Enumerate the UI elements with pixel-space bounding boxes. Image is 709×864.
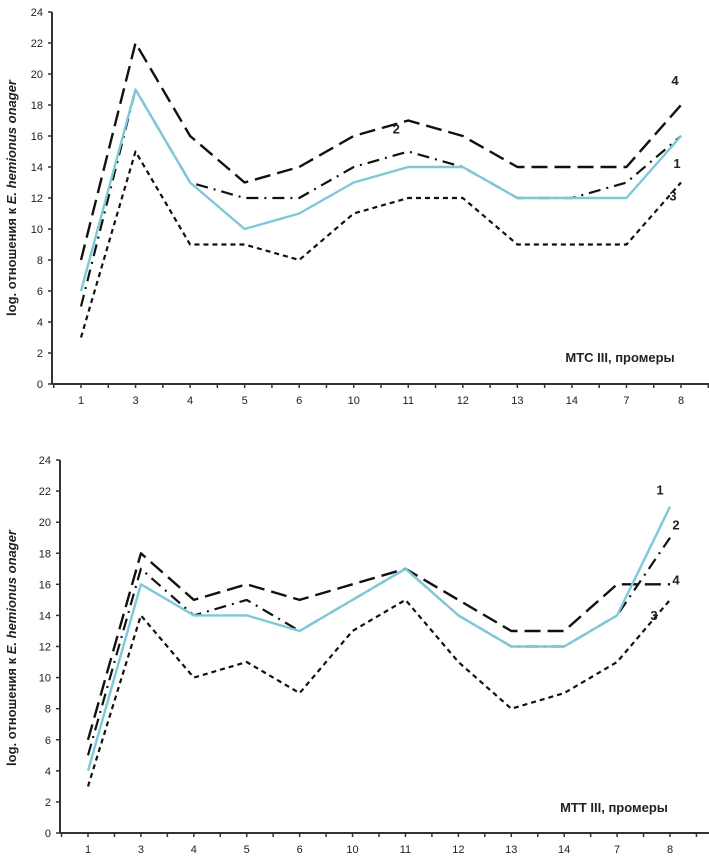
x-tick-label: 7 xyxy=(623,395,629,407)
y-tick-label: 14 xyxy=(39,610,51,622)
x-tick-label: 4 xyxy=(191,844,197,856)
x-tick-label: 1 xyxy=(85,844,91,856)
x-tick-label: 5 xyxy=(244,844,250,856)
series-label-1: 1 xyxy=(656,483,663,498)
y-tick-label: 14 xyxy=(31,162,43,174)
y-axis-title-italic: E. hemionus onager xyxy=(4,529,19,654)
x-tick-label: 11 xyxy=(400,844,411,856)
series-label-4: 4 xyxy=(671,73,679,88)
y-tick-label: 24 xyxy=(39,455,51,467)
x-tick-label: 8 xyxy=(667,844,673,856)
series-line-4 xyxy=(79,41,682,261)
x-axis-title: МТТ III, промеры xyxy=(560,800,668,815)
x-tick-label: 13 xyxy=(505,844,517,856)
y-tick-label: 18 xyxy=(39,548,51,560)
y-axis-title: log. отношения к E. hemionus onager xyxy=(4,529,19,766)
series-line-4 xyxy=(86,552,670,741)
x-tick-label: 3 xyxy=(132,395,138,407)
series-line-3 xyxy=(79,150,682,338)
x-tick-label: 14 xyxy=(558,844,570,856)
x-tick-label: 1 xyxy=(78,395,84,407)
y-tick-label: 16 xyxy=(39,579,51,591)
y-tick-label: 10 xyxy=(39,673,51,685)
x-tick-label: 6 xyxy=(296,395,302,407)
series-label-2: 2 xyxy=(672,518,679,533)
x-tick-label: 6 xyxy=(297,844,303,856)
x-tick-label: 10 xyxy=(348,395,360,407)
x-tick-label: 12 xyxy=(457,395,469,407)
y-tick-label: 18 xyxy=(31,100,43,112)
series-label-2: 2 xyxy=(393,122,400,137)
x-tick-label: 7 xyxy=(614,844,620,856)
x-tick-label: 14 xyxy=(566,395,578,407)
series-label-1: 1 xyxy=(673,156,680,171)
y-tick-label: 20 xyxy=(39,517,51,529)
y-tick-label: 2 xyxy=(45,797,51,809)
y-tick-label: 24 xyxy=(31,7,43,19)
y-tick-label: 10 xyxy=(31,224,43,236)
x-tick-label: 8 xyxy=(678,395,684,407)
y-tick-label: 20 xyxy=(31,69,43,81)
y-tick-label: 2 xyxy=(37,348,43,360)
y-tick-label: 4 xyxy=(45,766,51,778)
y-axis-title-plain: log. отношения к xyxy=(4,204,19,316)
y-tick-label: 6 xyxy=(45,735,51,747)
series-label-4: 4 xyxy=(672,572,680,587)
y-tick-label: 0 xyxy=(45,828,51,840)
y-tick-label: 8 xyxy=(45,704,51,716)
series-line-1 xyxy=(79,88,682,292)
x-tick-label: 10 xyxy=(346,844,358,856)
x-axis-title: МТС III, промеры xyxy=(565,350,674,365)
y-tick-label: 0 xyxy=(37,379,43,391)
y-axis-title: log. отношения к E. hemionus onager xyxy=(4,79,19,316)
x-tick-label: 3 xyxy=(138,844,144,856)
series-label-3: 3 xyxy=(650,608,657,623)
x-tick-label: 12 xyxy=(452,844,464,856)
y-axis-title-italic: E. hemionus onager xyxy=(4,79,19,204)
y-tick-label: 4 xyxy=(37,317,43,329)
series-line-1 xyxy=(86,506,672,772)
x-tick-label: 13 xyxy=(511,395,523,407)
series-line-2 xyxy=(86,537,671,756)
series-label-3: 3 xyxy=(669,189,676,204)
y-tick-label: 12 xyxy=(39,642,51,654)
y-tick-label: 8 xyxy=(37,255,43,267)
series-line-3 xyxy=(86,598,671,787)
y-tick-label: 6 xyxy=(37,286,43,298)
y-tick-label: 22 xyxy=(39,486,51,498)
y-axis-title-plain: log. отношения к xyxy=(4,654,19,766)
y-tick-label: 16 xyxy=(31,131,43,143)
x-tick-label: 11 xyxy=(403,395,414,407)
y-tick-label: 12 xyxy=(31,193,43,205)
x-tick-label: 5 xyxy=(242,395,248,407)
x-tick-label: 4 xyxy=(187,395,193,407)
y-tick-label: 22 xyxy=(31,38,43,50)
